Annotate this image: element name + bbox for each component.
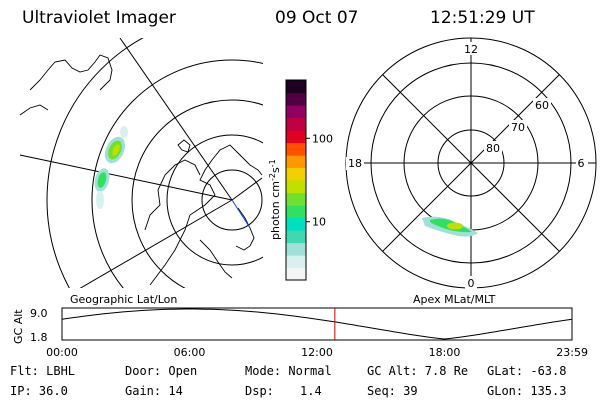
ip-value: IP: 36.0 — [10, 384, 68, 398]
orbit-ymax: 9.0 — [30, 307, 48, 320]
orbit-plot-frame — [61, 307, 573, 341]
gain-value: Gain: 14 — [125, 384, 183, 398]
polar-plot — [345, 37, 597, 289]
lat-label-70: 70 — [511, 121, 525, 134]
latitude-circle — [166, 134, 263, 266]
colorbar-segment — [286, 267, 306, 281]
colorbar-segment — [286, 155, 306, 169]
color-bar: 100 10 — [285, 79, 333, 281]
apex-panel-label: Apex MLat/MLT — [413, 293, 496, 306]
meridian-line — [19, 154, 233, 201]
coastline — [149, 144, 263, 286]
lat-label-80: 80 — [486, 142, 500, 155]
latitude-circle — [91, 59, 263, 288]
geographic-map — [19, 38, 263, 288]
dsp-label: Dsp: — [245, 384, 274, 398]
coastline — [29, 54, 113, 91]
glon-value: GLon: 135.3 — [487, 384, 567, 398]
mlt-label-12: 12 — [464, 43, 478, 56]
colorbar-segment — [286, 255, 306, 269]
colorbar-segment — [286, 167, 306, 181]
mlt-label-6: 6 — [578, 157, 585, 170]
dsp-value: 1.4 — [300, 384, 322, 398]
lat-label-60: 60 — [535, 99, 549, 112]
colorbar-tick-label: 100 — [312, 132, 333, 145]
coastline — [235, 207, 255, 251]
orbit-altitude-curve — [61, 308, 573, 340]
instrument-title: Ultraviolet Imager — [22, 8, 176, 28]
coastline — [19, 104, 49, 116]
glat-value: GLat: -63.8 — [487, 364, 567, 378]
orbit-x-tick-label: 00:00 — [46, 346, 78, 359]
colorbar-unit-label: photon cm-2s-1 — [268, 159, 283, 240]
meridian-line — [231, 177, 263, 201]
status-panel: Flt: LBHL Door: Open Mode: Normal GC Alt… — [0, 362, 600, 400]
orbit-x-tick-label: 06:00 — [174, 346, 206, 359]
gc-alt-value: GC Alt: 7.8 Re — [367, 364, 469, 378]
colorbar-segment — [286, 180, 306, 194]
orbit-ylabel: GC Alt — [12, 309, 25, 344]
colorbar-segment — [286, 92, 306, 106]
observation-date: 09 Oct 07 — [275, 8, 359, 28]
polar-aurora — [422, 216, 478, 237]
orbit-ymin: 1.8 — [30, 331, 48, 344]
door-value: Door: Open — [125, 364, 198, 378]
colorbar-segment — [286, 205, 306, 219]
mode-value: Mode: Normal — [245, 364, 332, 378]
mlt-label-18: 18 — [348, 157, 362, 170]
meridian-line — [119, 38, 233, 201]
orbit-x-tick-label: 12:00 — [301, 346, 333, 359]
colorbar-tick-label: 10 — [312, 216, 326, 229]
header: Ultraviolet Imager 09 Oct 07 12:51:29 UT — [0, 0, 600, 40]
orbit-x-tick-label: 23:59 — [556, 346, 588, 359]
colorbar-segment — [286, 242, 306, 256]
meridian-line — [79, 199, 233, 288]
aurora-emission — [94, 126, 128, 209]
observation-time: 12:51:29 UT — [430, 8, 535, 28]
colorbar-segment — [286, 217, 306, 231]
coastline — [199, 239, 233, 279]
mlt-line — [382, 74, 560, 252]
seq-value: Seq: 39 — [367, 384, 418, 398]
filter-value: Flt: LBHL — [10, 364, 76, 378]
colorbar-segment — [286, 142, 306, 156]
latitude-circle — [46, 38, 144, 288]
mlt-label-0: 0 — [468, 277, 475, 290]
colorbar-segment — [286, 105, 306, 119]
coastline — [144, 159, 201, 231]
colorbar-segment — [286, 130, 306, 144]
colorbar-segment — [286, 117, 306, 131]
orbit-x-tick-label: 18:00 — [429, 346, 461, 359]
latitude-circle — [201, 169, 263, 231]
colorbar-frame — [285, 79, 307, 281]
geo-panel-label: Geographic Lat/Lon — [70, 293, 177, 306]
coastline — [177, 139, 191, 153]
colorbar-segment — [286, 230, 306, 244]
colorbar-segment — [286, 192, 306, 206]
colorbar-segment — [286, 80, 306, 94]
orbit-altitude-plot: 00:00 06:00 12:00 18:00 23:59 — [46, 307, 588, 359]
latitude-circle — [131, 99, 263, 288]
magnetic-pole-line — [231, 199, 251, 229]
